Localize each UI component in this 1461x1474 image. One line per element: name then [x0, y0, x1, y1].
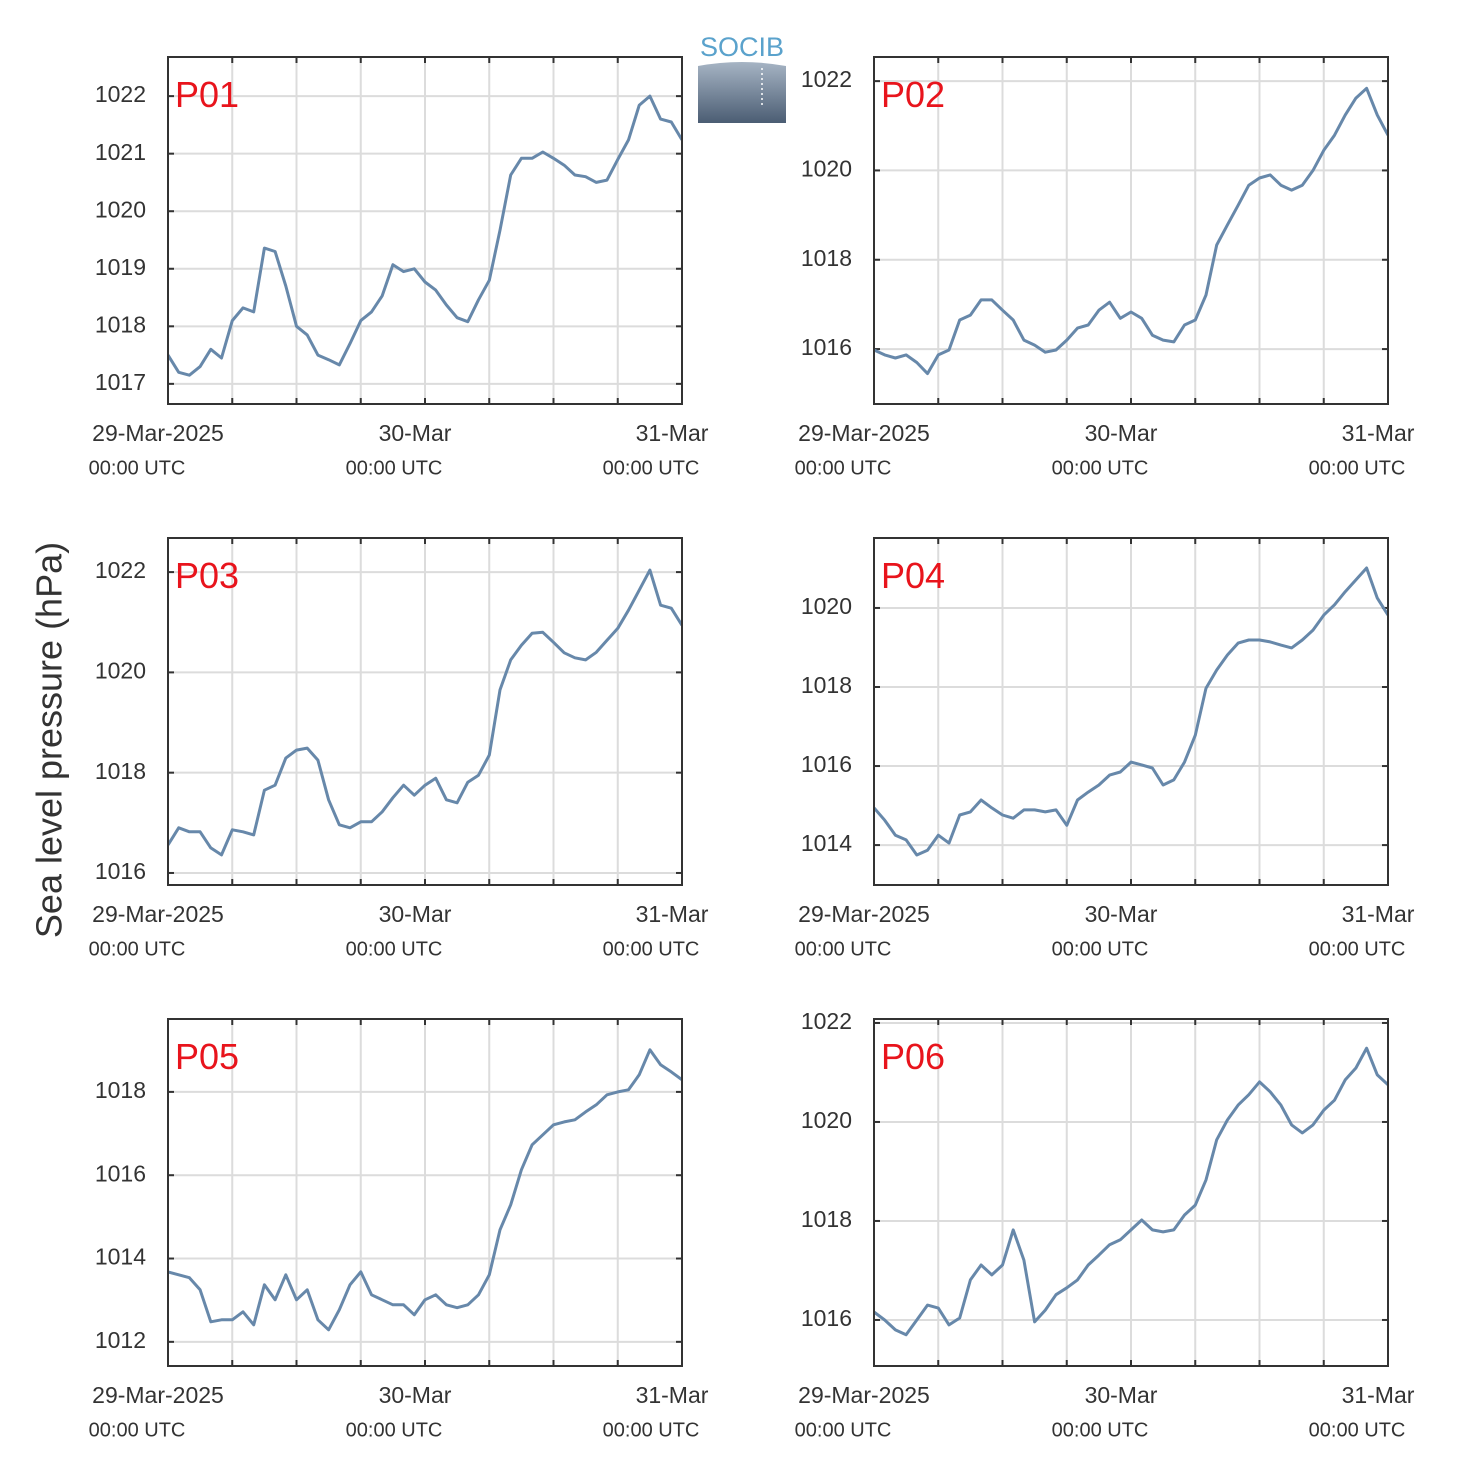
y-tick-label: 1012 [95, 1327, 146, 1353]
data-line [168, 1048, 682, 1332]
x-tick-label: 29-Mar-2025 [92, 901, 224, 927]
y-tick-label: 1020 [801, 156, 852, 182]
y-tick-label: 1014 [95, 1244, 146, 1270]
subplot: 1016 1018 1020 1022 29-Mar-2025 00:00 UTC 30-M… [795, 56, 1415, 479]
x-tick-sublabel: 00:00 UTC [346, 938, 443, 960]
y-tick-label: 1020 [801, 1107, 852, 1133]
logo-text: SOCIB [700, 32, 784, 62]
y-tick-label: 1021 [95, 139, 146, 165]
x-tick-sublabel: 00:00 UTC [1309, 1419, 1406, 1441]
subplot: 1017 1018 1019 1020 1021 1022 29-Mar-2025 00:00… [89, 56, 709, 479]
x-tick-sublabel: 00:00 UTC [1309, 457, 1406, 479]
x-tick-label: 30-Mar [379, 1382, 452, 1408]
x-tick-label: 29-Mar-2025 [798, 1382, 930, 1408]
panel-title: P03 [175, 555, 239, 596]
x-tick-sublabel: 00:00 UTC [346, 1419, 443, 1441]
x-tick-label: 31-Mar [1342, 901, 1415, 927]
y-tick-label: 1016 [801, 1305, 852, 1331]
y-tick-label: 1017 [95, 369, 146, 395]
logo: SOCIB [698, 32, 786, 123]
x-tick-label: 30-Mar [1085, 420, 1158, 446]
data-line [874, 86, 1388, 376]
x-tick-label: 30-Mar [379, 420, 452, 446]
data-line [874, 566, 1388, 857]
y-tick-label: 1019 [95, 254, 146, 280]
x-tick-label: 29-Mar-2025 [92, 1382, 224, 1408]
x-tick-label: 30-Mar [1085, 1382, 1158, 1408]
y-tick-label: 1018 [95, 1077, 146, 1103]
y-tick-label: 1016 [95, 1160, 146, 1186]
y-axis-label: Sea level pressure (hPa) [29, 542, 70, 938]
y-tick-label: 1018 [95, 311, 146, 337]
y-tick-label: 1018 [95, 758, 146, 784]
y-tick-label: 1016 [801, 334, 852, 360]
data-line [874, 1046, 1388, 1337]
y-tick-label: 1020 [801, 593, 852, 619]
y-tick-label: 1018 [801, 1206, 852, 1232]
x-tick-sublabel: 00:00 UTC [89, 938, 186, 960]
x-tick-label: 31-Mar [636, 1382, 709, 1408]
y-tick-label: 1016 [801, 751, 852, 777]
axes-frame [167, 1018, 683, 1367]
y-tick-label: 1022 [95, 557, 146, 583]
x-tick-sublabel: 00:00 UTC [1052, 457, 1149, 479]
data-line [168, 568, 682, 857]
data-line [168, 94, 682, 377]
x-tick-sublabel: 00:00 UTC [795, 1419, 892, 1441]
x-tick-label: 31-Mar [636, 420, 709, 446]
axes-frame [873, 537, 1389, 886]
panel-title: P02 [881, 74, 945, 115]
x-tick-sublabel: 00:00 UTC [603, 457, 700, 479]
x-tick-label: 31-Mar [1342, 420, 1415, 446]
x-tick-sublabel: 00:00 UTC [1309, 938, 1406, 960]
panel-title: P01 [175, 74, 239, 115]
x-tick-label: 29-Mar-2025 [798, 420, 930, 446]
subplot: 1012 1014 1016 1018 29-Mar-2025 00:00 UTC 30-M… [89, 1018, 709, 1441]
x-tick-label: 30-Mar [379, 901, 452, 927]
x-tick-sublabel: 00:00 UTC [795, 938, 892, 960]
subplot: 1016 1018 1020 1022 29-Mar-2025 00:00 UTC 30-M… [89, 537, 709, 960]
x-tick-label: 29-Mar-2025 [798, 901, 930, 927]
x-tick-sublabel: 00:00 UTC [603, 938, 700, 960]
y-tick-label: 1018 [801, 672, 852, 698]
axes-frame [167, 537, 683, 886]
x-tick-label: 29-Mar-2025 [92, 420, 224, 446]
x-tick-label: 30-Mar [1085, 901, 1158, 927]
x-tick-label: 31-Mar [1342, 1382, 1415, 1408]
y-tick-label: 1014 [801, 830, 852, 856]
panel-title: P05 [175, 1036, 239, 1077]
x-tick-sublabel: 00:00 UTC [89, 1419, 186, 1441]
x-tick-sublabel: 00:00 UTC [346, 457, 443, 479]
panel-title: P04 [881, 555, 945, 596]
axes-frame [873, 56, 1389, 405]
panel-title: P06 [881, 1036, 945, 1077]
subplot: 1016 1018 1020 1022 29-Mar-2025 00:00 UTC 30-M… [795, 1008, 1415, 1441]
x-tick-sublabel: 00:00 UTC [1052, 1419, 1149, 1441]
subplot: 1014 1016 1018 1020 29-Mar-2025 00:00 UTC 30-M… [795, 537, 1415, 960]
y-tick-label: 1020 [95, 657, 146, 683]
y-tick-label: 1022 [801, 1008, 852, 1034]
x-tick-sublabel: 00:00 UTC [603, 1419, 700, 1441]
y-tick-label: 1016 [95, 858, 146, 884]
x-tick-label: 31-Mar [636, 901, 709, 927]
y-tick-label: 1020 [95, 196, 146, 222]
y-tick-label: 1018 [801, 245, 852, 271]
y-tick-label: 1022 [801, 66, 852, 92]
y-tick-label: 1022 [95, 81, 146, 107]
x-tick-sublabel: 00:00 UTC [795, 457, 892, 479]
logo-shape [698, 62, 786, 123]
axes-frame [167, 56, 683, 405]
axes-frame [873, 1018, 1389, 1367]
x-tick-sublabel: 00:00 UTC [89, 457, 186, 479]
x-tick-sublabel: 00:00 UTC [1052, 938, 1149, 960]
